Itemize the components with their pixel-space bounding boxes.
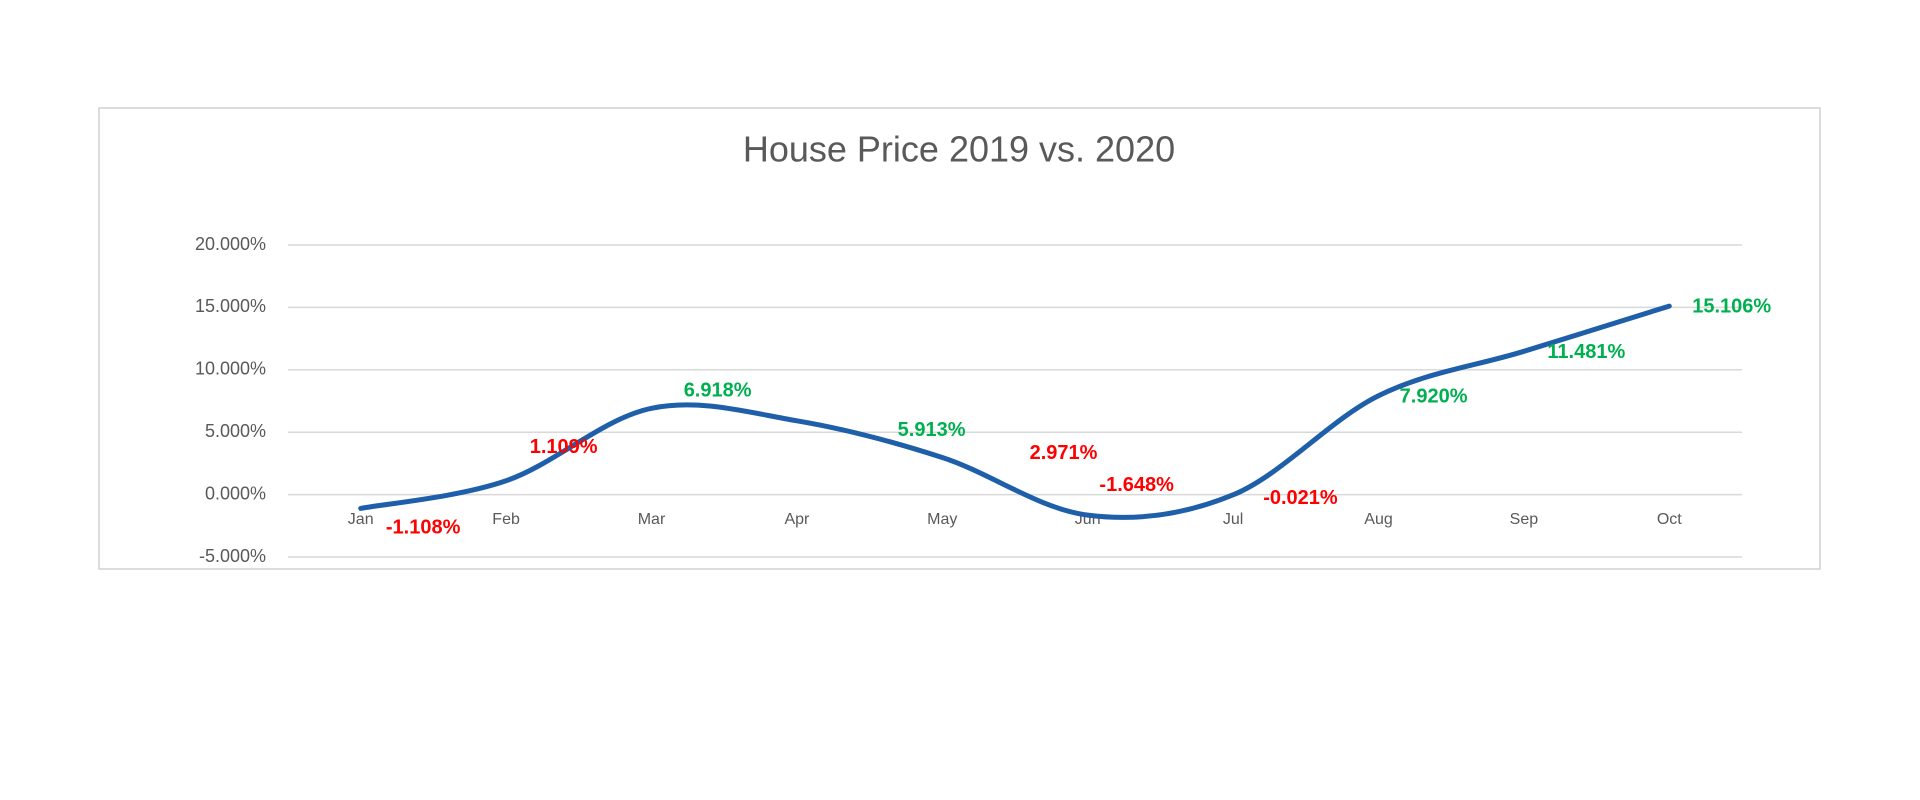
data-label: 11.481% bbox=[1547, 341, 1625, 363]
x-tick-label: Jul bbox=[1223, 511, 1243, 528]
data-label: -1.108% bbox=[386, 516, 461, 538]
x-tick-label: Aug bbox=[1364, 511, 1392, 528]
y-tick-label: 10.000% bbox=[195, 359, 266, 379]
x-tick-label: Mar bbox=[638, 511, 666, 528]
y-tick-label: 20.000% bbox=[195, 234, 266, 254]
chart-frame bbox=[98, 107, 1821, 570]
x-tick-label: Sep bbox=[1510, 511, 1539, 528]
data-label: 5.913% bbox=[898, 419, 966, 441]
data-label: -1.648% bbox=[1099, 474, 1174, 496]
x-tick-label: Jan bbox=[348, 511, 374, 528]
chart-title: House Price 2019 vs. 2020 bbox=[743, 129, 1175, 170]
x-tick-label: Oct bbox=[1657, 511, 1682, 528]
x-tick-label: May bbox=[927, 511, 957, 528]
data-label: 2.971% bbox=[1030, 442, 1098, 464]
y-tick-label: 5.000% bbox=[205, 421, 266, 441]
y-tick-label: -5.000% bbox=[199, 546, 266, 566]
series-line bbox=[358, 303, 1672, 520]
data-label: -0.021% bbox=[1263, 487, 1338, 509]
y-tick-label: 15.000% bbox=[195, 296, 266, 316]
x-tick-label: Apr bbox=[784, 511, 810, 528]
data-label: 15.106% bbox=[1692, 296, 1771, 318]
x-tick-label: Feb bbox=[492, 511, 520, 528]
data-label: 1.109% bbox=[530, 436, 598, 458]
data-label: 7.920% bbox=[1400, 385, 1468, 407]
data-label: 6.918% bbox=[684, 379, 752, 401]
y-tick-label: 0.000% bbox=[205, 483, 266, 503]
